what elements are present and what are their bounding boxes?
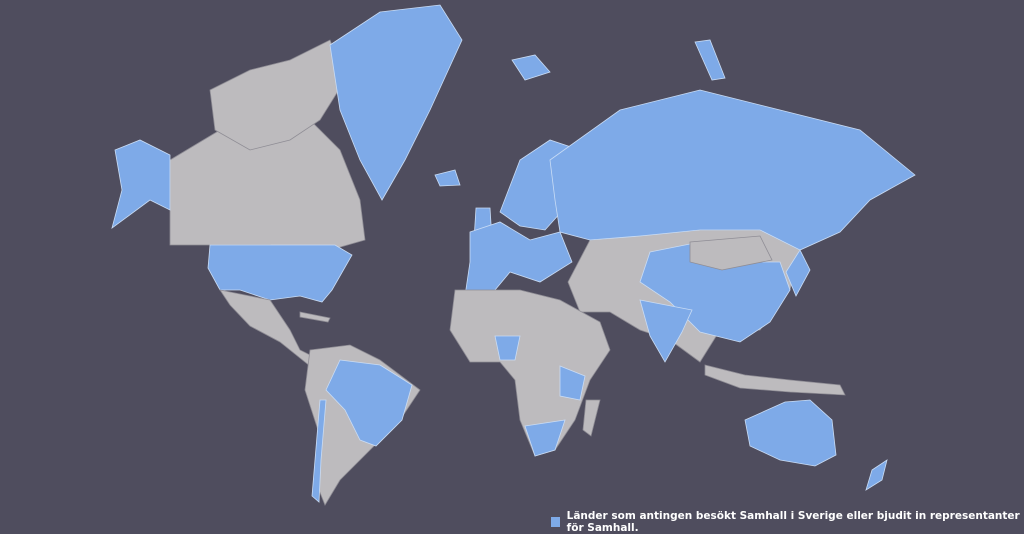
new-zealand	[865, 459, 888, 491]
russia	[549, 89, 916, 251]
chile	[311, 399, 327, 503]
southeast-asia-islands	[704, 364, 846, 396]
brazil	[325, 359, 413, 447]
asia	[549, 39, 916, 396]
svalbard	[511, 54, 551, 81]
mongolia	[689, 235, 773, 271]
india	[639, 299, 693, 363]
oceania	[744, 399, 888, 491]
greenland	[329, 4, 463, 201]
map-legend: Länder som antingen besökt Samhall i Sve…	[551, 510, 1024, 534]
mexico-central-america	[219, 289, 321, 367]
north-america	[111, 4, 463, 367]
australia	[744, 399, 837, 467]
iceland	[434, 169, 461, 187]
legend-label: Länder som antingen besökt Samhall i Sve…	[566, 510, 1020, 534]
continental-europe	[464, 221, 573, 297]
novaya-zemlya	[694, 39, 726, 81]
africa	[449, 289, 611, 457]
south-africa	[524, 419, 566, 457]
nigeria	[494, 335, 521, 361]
usa	[207, 244, 353, 303]
tanzania	[559, 365, 586, 401]
cuba	[299, 311, 331, 323]
madagascar	[582, 399, 601, 437]
south-america	[304, 344, 421, 506]
arctic-islands	[209, 39, 346, 151]
alaska	[111, 139, 171, 229]
legend-swatch-visited	[551, 517, 560, 527]
japan	[785, 249, 811, 297]
